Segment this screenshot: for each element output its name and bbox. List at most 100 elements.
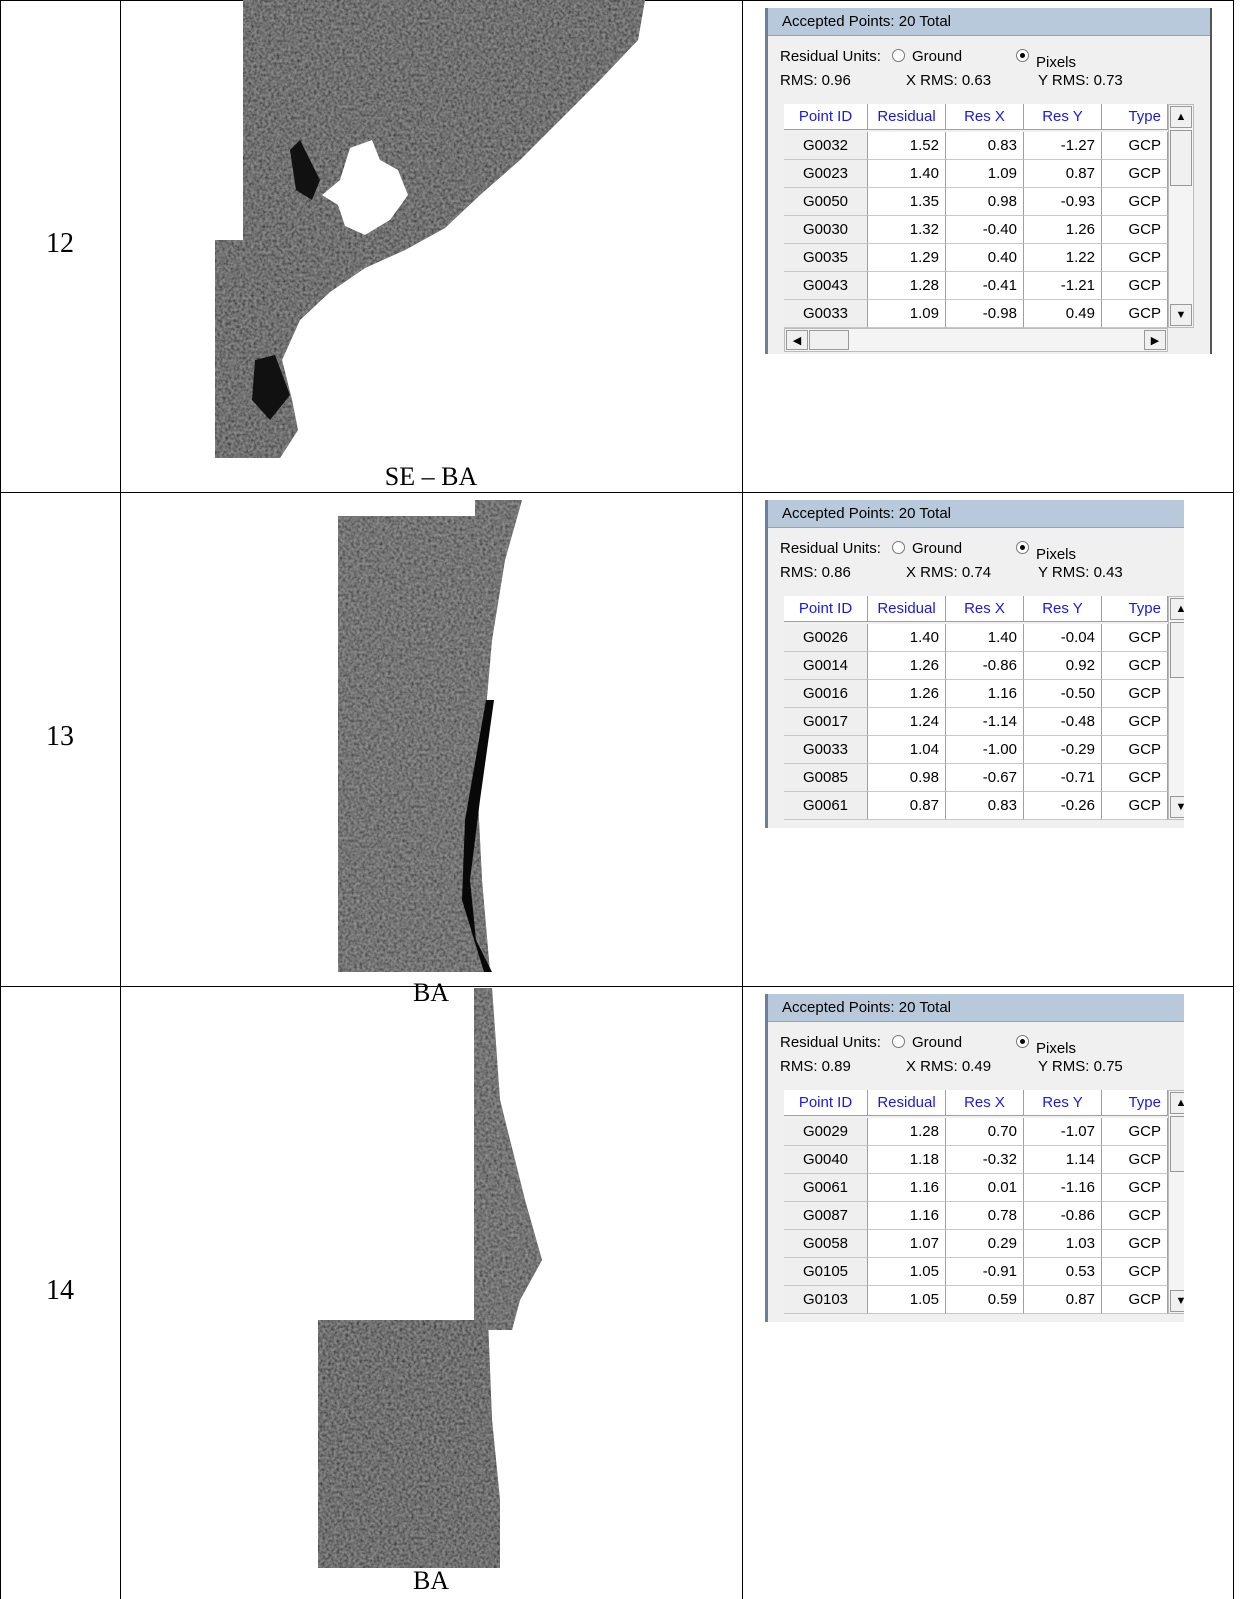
table-cell: -1.27 xyxy=(1024,132,1102,160)
header-text: Point ID xyxy=(798,600,853,617)
table-cell: G0030 xyxy=(784,216,868,244)
gcp-panel: Accepted Points: 20 Total Residual Units:… xyxy=(765,8,1212,354)
column-header: Residual xyxy=(868,596,946,622)
table-cell: 1.40 xyxy=(868,624,946,652)
table-cell: G0058 xyxy=(784,1230,868,1258)
column-header: Residual xyxy=(868,104,946,130)
header-text: Type xyxy=(1128,1094,1161,1111)
table-cell: 0.83 xyxy=(946,792,1024,820)
radio-ground xyxy=(892,1035,905,1048)
imagery xyxy=(215,0,645,1568)
table-cell: GCP xyxy=(1102,624,1168,652)
cell xyxy=(0,986,121,1599)
column-header: Type xyxy=(1102,104,1168,130)
header-text: Res Y xyxy=(1042,600,1083,617)
table-cell: GCP xyxy=(1102,792,1168,820)
table-cell: G0061 xyxy=(784,792,868,820)
image-14 xyxy=(318,988,542,1568)
panel-title: Accepted Points: 20 Total xyxy=(782,505,951,522)
water xyxy=(290,140,320,200)
table-cell: G0087 xyxy=(784,1202,868,1230)
ground-label: Ground xyxy=(912,540,963,557)
panel-title: Accepted Points: 20 Total xyxy=(782,13,951,30)
table-cell: 1.09 xyxy=(946,160,1024,188)
table-cell: 1.26 xyxy=(1024,216,1102,244)
y-rms: Y RMS: 0.43 xyxy=(1038,564,1123,581)
header-text: Point ID xyxy=(798,108,853,125)
table-cell: 0.98 xyxy=(946,188,1024,216)
pixels-label: Pixels xyxy=(1036,1040,1077,1057)
scroll-thumb xyxy=(1170,1116,1184,1172)
table-cell: 0.83 xyxy=(946,132,1024,160)
scroll-down: ▼ xyxy=(1170,1290,1184,1312)
table-cell: 1.05 xyxy=(868,1258,946,1286)
header-text: Point ID xyxy=(798,1094,853,1111)
header-text: Res Y xyxy=(1042,1094,1083,1111)
cell xyxy=(0,0,121,493)
table-cell: 1.09 xyxy=(868,300,946,328)
table-cell: 1.28 xyxy=(868,272,946,300)
scroll-thumb xyxy=(1170,130,1192,186)
column-header: Point ID xyxy=(784,596,868,622)
scroll-left: ◀ xyxy=(786,330,808,350)
table-cell: 0.98 xyxy=(868,764,946,792)
table-cell: -0.93 xyxy=(1024,188,1102,216)
table-cell: 0.87 xyxy=(1024,160,1102,188)
table-cell: GCP xyxy=(1102,652,1168,680)
y-rms: Y RMS: 0.73 xyxy=(1038,72,1123,89)
column-header: Point ID xyxy=(784,1090,868,1116)
satellite-image xyxy=(215,0,645,458)
scroll-up: ▲ xyxy=(1170,1092,1184,1114)
coast-strip xyxy=(462,700,494,972)
table-cell: -0.48 xyxy=(1024,708,1102,736)
table-cell: 1.29 xyxy=(868,244,946,272)
table-cell: G0017 xyxy=(784,708,868,736)
table-cell: G0103 xyxy=(784,1286,868,1314)
radio-ground xyxy=(892,541,905,554)
cell xyxy=(120,986,743,1599)
table-cell: G0016 xyxy=(784,680,868,708)
cell xyxy=(742,492,1234,987)
panel-title: Accepted Points: 20 Total xyxy=(782,999,951,1016)
image-13 xyxy=(338,500,522,972)
table-cell: G0061 xyxy=(784,1174,868,1202)
table-cell: -0.67 xyxy=(946,764,1024,792)
table-cell: -0.91 xyxy=(946,1258,1024,1286)
table-cell: 1.52 xyxy=(868,132,946,160)
table-cell: 1.26 xyxy=(868,680,946,708)
table-cell: G0105 xyxy=(784,1258,868,1286)
table-cell: G0023 xyxy=(784,160,868,188)
panel-title-bar: Accepted Points: 20 Total xyxy=(768,500,1184,528)
row-number: 14 xyxy=(46,1274,74,1306)
table-cell: -0.98 xyxy=(946,300,1024,328)
table-cell: 0.70 xyxy=(946,1118,1024,1146)
header-text: Res Y xyxy=(1042,108,1083,125)
table-cell: G0033 xyxy=(784,736,868,764)
table-cell: -0.41 xyxy=(946,272,1024,300)
image-caption: SE – BA xyxy=(384,462,478,491)
table-cell: 1.40 xyxy=(946,624,1024,652)
table-cell: GCP xyxy=(1102,1286,1168,1314)
table-cell: G0026 xyxy=(784,624,868,652)
table-cell: 1.16 xyxy=(868,1174,946,1202)
table-cell: 1.07 xyxy=(868,1230,946,1258)
pixels-label: Pixels xyxy=(1036,54,1077,71)
image-caption: BA xyxy=(412,1566,450,1595)
table-cell: GCP xyxy=(1102,300,1168,328)
table-cell: 1.14 xyxy=(1024,1146,1102,1174)
water xyxy=(252,355,290,420)
horizontal-scrollbar: ◀ ▶ xyxy=(784,328,1168,352)
table-cell: -0.50 xyxy=(1024,680,1102,708)
radio-pixels xyxy=(1016,1035,1029,1048)
table-cell: -1.14 xyxy=(946,708,1024,736)
table-cell: -0.04 xyxy=(1024,624,1102,652)
table-cell: 0.40 xyxy=(946,244,1024,272)
pixels-label: Pixels xyxy=(1036,546,1077,563)
table-cell: -0.40 xyxy=(946,216,1024,244)
table-cell: G0032 xyxy=(784,132,868,160)
cell xyxy=(0,492,121,987)
scroll-right: ▶ xyxy=(1144,330,1166,350)
table-cell: -0.29 xyxy=(1024,736,1102,764)
column-header: Res X xyxy=(946,596,1024,622)
